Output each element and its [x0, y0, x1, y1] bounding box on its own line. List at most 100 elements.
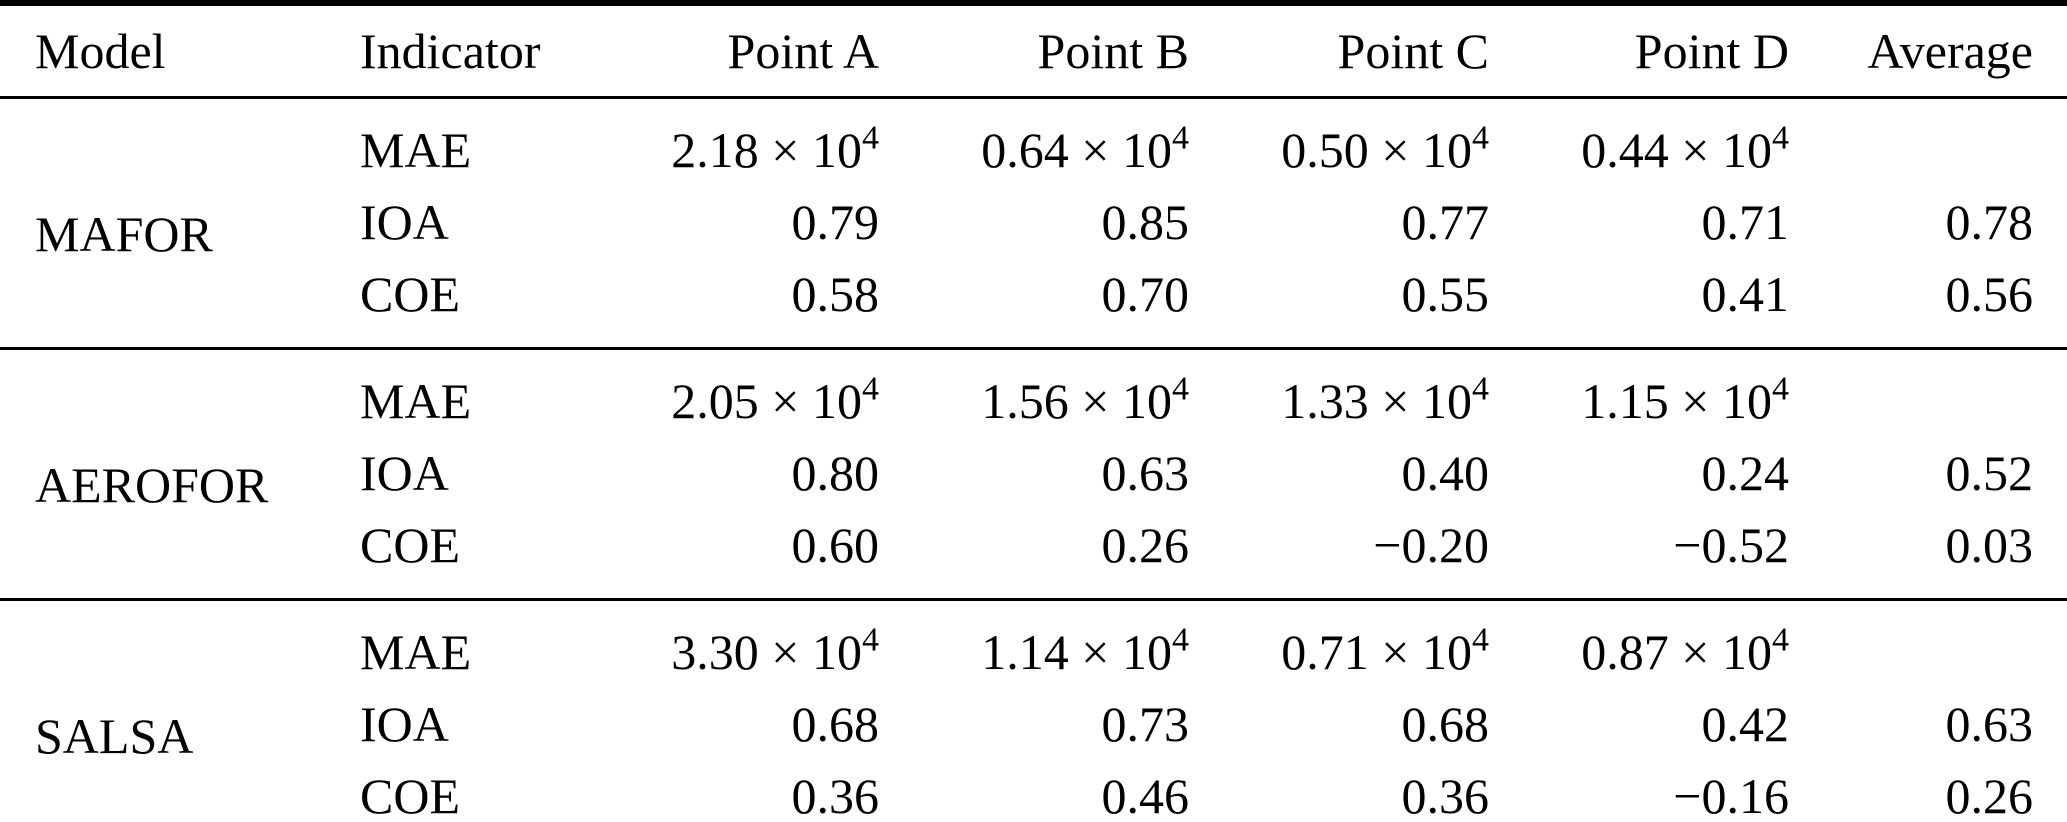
header-row: Model Indicator Point A Point B Point C … — [0, 3, 2067, 98]
model-name-cell: SALSA — [35, 707, 194, 764]
mae-exponent: 4 — [1172, 119, 1189, 157]
mae-exponent: 4 — [1172, 621, 1189, 659]
section-aerofor: AEROFOR MAE 2.05 × 104 1.56 × 104 1.33 ×… — [0, 349, 2067, 600]
mae-mantissa: 0.50 × 10 — [1281, 122, 1472, 178]
column-header-point-d: Point D — [1634, 23, 1789, 79]
value-point-a: 3.30 × 104 — [570, 600, 880, 695]
mae-exponent: 4 — [1172, 370, 1189, 408]
value-point-a: 0.80 — [791, 445, 880, 501]
table-row: COE 0.60 0.26 −0.20 −0.52 0.03 — [0, 515, 2067, 600]
column-header-point-c: Point C — [1337, 23, 1489, 79]
value-point-c: −0.20 — [1373, 517, 1489, 573]
mae-mantissa: 1.33 × 10 — [1281, 373, 1472, 429]
column-header-average: Average — [1867, 23, 2033, 79]
mae-exponent: 4 — [862, 119, 879, 157]
value-point-d: 1.15 × 104 — [1490, 349, 1790, 444]
value-point-d: 0.42 — [1701, 696, 1790, 752]
value-average: 0.03 — [1945, 517, 2034, 573]
value-point-b: 0.63 — [1101, 445, 1190, 501]
value-point-a: 2.18 × 104 — [570, 98, 880, 193]
table-row: COE 0.36 0.46 0.36 −0.16 0.26 — [0, 766, 2067, 822]
value-point-b: 0.85 — [1101, 194, 1190, 250]
value-average: 0.26 — [1945, 768, 2034, 822]
value-average — [1790, 349, 2067, 444]
table-row: MAFOR MAE 2.18 × 104 0.64 × 104 0.50 × 1… — [0, 98, 2067, 262]
mae-mantissa: 1.15 × 10 — [1581, 373, 1772, 429]
mae-mantissa: 0.87 × 10 — [1581, 624, 1772, 680]
value-point-a: 0.58 — [791, 266, 880, 322]
value-average: 0.63 — [1945, 696, 2034, 752]
value-point-c: 0.40 — [1401, 445, 1490, 501]
value-point-c: 0.77 — [1401, 194, 1490, 250]
value-average — [1790, 98, 2067, 193]
table-row: IOA 0.68 0.73 0.68 0.42 0.63 — [0, 694, 2067, 766]
section-salsa: SALSA MAE 3.30 × 104 1.14 × 104 0.71 × 1… — [0, 600, 2067, 822]
table-header: Model Indicator Point A Point B Point C … — [0, 3, 2067, 98]
value-point-c: 0.71 × 104 — [1190, 600, 1490, 695]
column-header-point-a: Point A — [727, 23, 879, 79]
mae-mantissa: 1.56 × 10 — [981, 373, 1172, 429]
indicator-cell: MAE — [360, 624, 472, 680]
table-row: IOA 0.80 0.63 0.40 0.24 0.52 — [0, 443, 2067, 515]
model-name-cell: AEROFOR — [35, 456, 269, 513]
value-point-d: 0.24 — [1701, 445, 1790, 501]
mae-exponent: 4 — [1472, 370, 1489, 408]
value-point-d: 0.87 × 104 — [1490, 600, 1790, 695]
indicator-cell: COE — [360, 266, 460, 322]
column-header-indicator: Indicator — [360, 23, 541, 79]
indicator-cell: COE — [360, 517, 460, 573]
value-point-b: 0.64 × 104 — [880, 98, 1190, 193]
mae-mantissa: 3.30 × 10 — [671, 624, 862, 680]
mae-exponent: 4 — [862, 621, 879, 659]
value-point-b: 0.70 — [1101, 266, 1190, 322]
value-average: 0.52 — [1945, 445, 2034, 501]
value-point-b: 0.73 — [1101, 696, 1190, 752]
mae-mantissa: 0.71 × 10 — [1281, 624, 1472, 680]
indicator-cell: IOA — [360, 696, 449, 752]
mae-mantissa: 2.18 × 10 — [671, 122, 862, 178]
value-point-d: −0.16 — [1673, 768, 1789, 822]
mae-mantissa: 0.44 × 10 — [1581, 122, 1772, 178]
value-point-d: 0.44 × 104 — [1490, 98, 1790, 193]
value-point-d: 0.41 — [1701, 266, 1790, 322]
value-point-b: 1.14 × 104 — [880, 600, 1190, 695]
value-average: 0.78 — [1945, 194, 2034, 250]
value-point-b: 0.46 — [1101, 768, 1190, 822]
mae-exponent: 4 — [1772, 370, 1789, 408]
mae-mantissa: 2.05 × 10 — [671, 373, 862, 429]
indicator-cell: MAE — [360, 373, 472, 429]
value-point-a: 0.68 — [791, 696, 880, 752]
column-header-model: Model — [35, 23, 166, 79]
table-row: SALSA MAE 3.30 × 104 1.14 × 104 0.71 × 1… — [0, 600, 2067, 764]
value-point-b: 1.56 × 104 — [880, 349, 1190, 444]
mae-exponent: 4 — [1472, 119, 1489, 157]
value-point-a: 0.60 — [791, 517, 880, 573]
value-point-a: 2.05 × 104 — [570, 349, 880, 444]
column-header-point-b: Point B — [1037, 23, 1189, 79]
value-point-c: 0.68 — [1401, 696, 1490, 752]
value-point-c: 0.36 — [1401, 768, 1490, 822]
indicator-cell: IOA — [360, 194, 449, 250]
table-row: AEROFOR MAE 2.05 × 104 1.56 × 104 1.33 ×… — [0, 349, 2067, 513]
mae-mantissa: 1.14 × 10 — [981, 624, 1172, 680]
mae-exponent: 4 — [862, 370, 879, 408]
mae-exponent: 4 — [1772, 119, 1789, 157]
value-point-d: 0.71 — [1701, 194, 1790, 250]
mae-exponent: 4 — [1472, 621, 1489, 659]
value-point-c: 0.50 × 104 — [1190, 98, 1490, 193]
model-name-cell: MAFOR — [35, 205, 213, 262]
indicator-cell: MAE — [360, 122, 472, 178]
section-mafor: MAFOR MAE 2.18 × 104 0.64 × 104 0.50 × 1… — [0, 98, 2067, 349]
mae-exponent: 4 — [1772, 621, 1789, 659]
value-point-d: −0.52 — [1673, 517, 1789, 573]
value-point-c: 1.33 × 104 — [1190, 349, 1490, 444]
indicator-cell: IOA — [360, 445, 449, 501]
indicator-cell: COE — [360, 768, 460, 822]
value-average: 0.56 — [1945, 266, 2034, 322]
table-row: IOA 0.79 0.85 0.77 0.71 0.78 — [0, 192, 2067, 264]
value-point-c: 0.55 — [1401, 266, 1490, 322]
mae-mantissa: 0.64 × 10 — [981, 122, 1172, 178]
value-average — [1790, 600, 2067, 695]
